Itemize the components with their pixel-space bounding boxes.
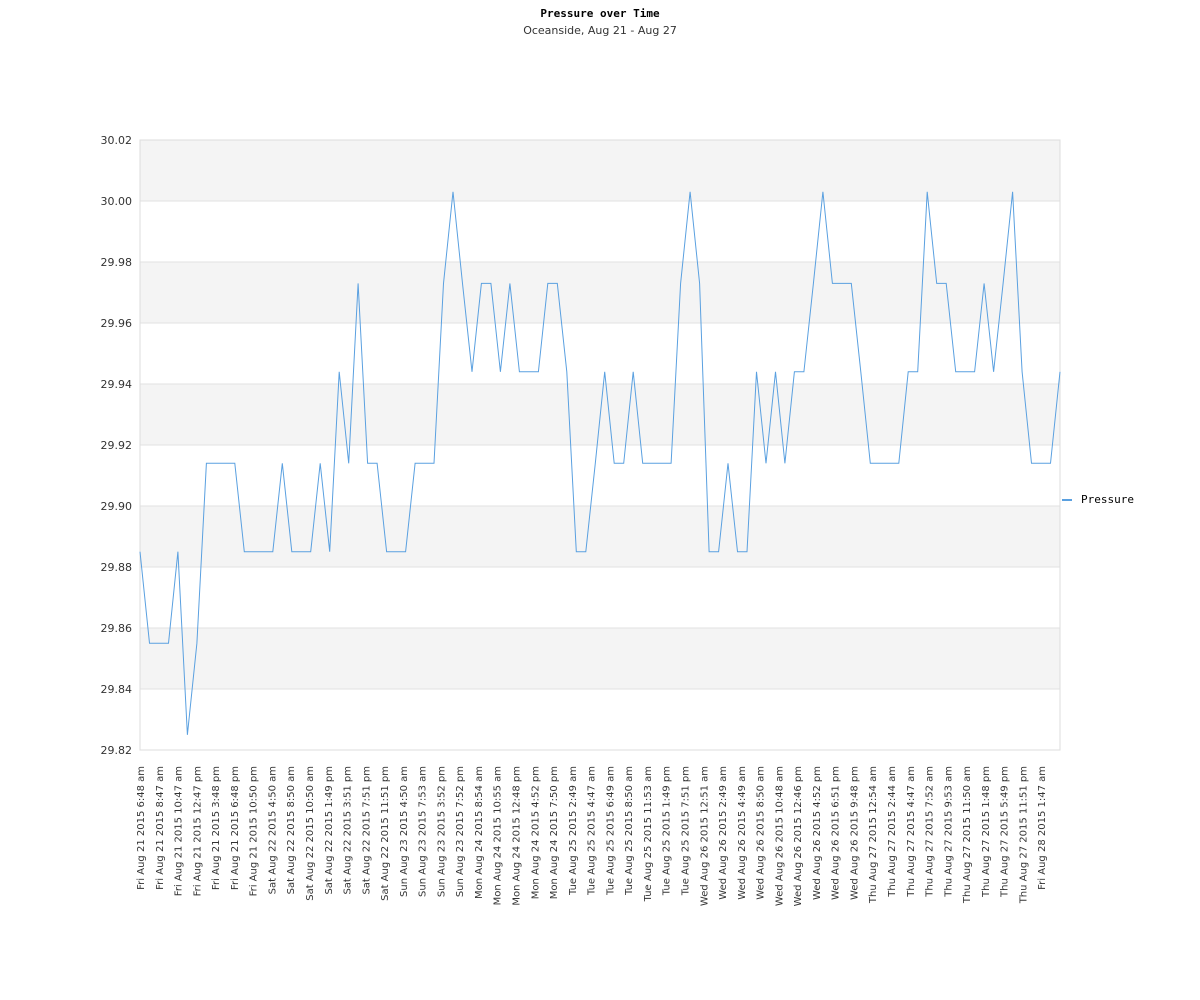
x-tick-label: Thu Aug 27 2015 9:53 am — [943, 766, 954, 898]
series-line-pressure — [139, 191, 1061, 735]
x-tick-label: Wed Aug 26 2015 4:49 am — [737, 766, 748, 900]
y-tick-label: 29.82 — [101, 744, 133, 757]
x-tick-label: Mon Aug 24 2015 4:52 pm — [530, 766, 541, 899]
y-tick-label: 30.02 — [101, 134, 133, 147]
x-tick-label: Tue Aug 25 2015 11:53 am — [643, 766, 654, 902]
x-tick-label: Mon Aug 24 2015 8:54 am — [474, 766, 485, 899]
grid-band — [140, 140, 1060, 201]
y-tick-label: 30.00 — [101, 195, 133, 208]
x-tick-label: Tue Aug 25 2015 2:49 am — [568, 766, 579, 896]
x-tick-label: Sat Aug 22 2015 1:49 pm — [324, 766, 335, 895]
x-tick-label: Fri Aug 21 2015 6:48 pm — [230, 766, 241, 890]
x-tick-label: Tue Aug 25 2015 4:47 am — [587, 766, 598, 896]
x-tick-label: Fri Aug 21 2015 3:48 pm — [211, 766, 222, 890]
x-tick-label: Fri Aug 21 2015 10:47 am — [174, 766, 185, 896]
x-tick-label: Fri Aug 21 2015 10:50 pm — [249, 766, 260, 896]
y-tick-label: 29.96 — [101, 317, 133, 330]
x-tick-label: Sun Aug 23 2015 7:52 pm — [455, 766, 466, 897]
legend-label-pressure: Pressure — [1081, 493, 1134, 506]
plot-frame — [139, 139, 1061, 751]
x-tick-label: Tue Aug 25 2015 1:49 pm — [662, 766, 673, 896]
y-tick-label: 29.98 — [101, 256, 133, 269]
y-tick-label: 29.90 — [101, 500, 133, 513]
x-tick-label: Sat Aug 22 2015 7:51 pm — [361, 766, 372, 895]
x-tick-label: Sat Aug 22 2015 10:50 am — [305, 766, 316, 901]
grid-bands — [140, 140, 1060, 689]
x-tick-label: Thu Aug 27 2015 12:54 am — [868, 766, 879, 904]
x-tick-label: Sat Aug 22 2015 3:51 pm — [343, 766, 354, 895]
x-tick-label: Sat Aug 22 2015 11:51 pm — [380, 766, 391, 901]
x-tick-label: Thu Aug 27 2015 7:52 am — [925, 766, 936, 898]
x-tick-label: Fri Aug 21 2015 8:47 am — [155, 766, 166, 890]
grid-band — [140, 506, 1060, 567]
x-tick-label: Wed Aug 26 2015 9:48 pm — [850, 766, 861, 900]
y-tick-label: 29.86 — [101, 622, 133, 635]
x-tick-label: Sat Aug 22 2015 8:50 am — [286, 766, 297, 894]
legend: Pressure — [1062, 493, 1134, 506]
x-tick-label: Sun Aug 23 2015 4:50 am — [399, 766, 410, 897]
x-tick-label: Sat Aug 22 2015 4:50 am — [267, 766, 278, 894]
x-tick-label: Thu Aug 27 2015 2:44 am — [887, 766, 898, 898]
grid-band — [140, 262, 1060, 323]
y-tick-label: 29.92 — [101, 439, 133, 452]
x-tick-label: Wed Aug 26 2015 6:51 pm — [831, 766, 842, 900]
x-tick-label: Wed Aug 26 2015 4:52 pm — [812, 766, 823, 900]
x-tick-label: Sun Aug 23 2015 3:52 pm — [436, 766, 447, 897]
x-tick-label: Wed Aug 26 2015 12:51 am — [699, 766, 710, 906]
y-tick-label: 29.88 — [101, 561, 133, 574]
x-tick-label: Fri Aug 21 2015 6:48 am — [136, 766, 147, 890]
x-tick-label: Mon Aug 24 2015 7:50 pm — [549, 766, 560, 899]
x-tick-label: Fri Aug 21 2015 12:47 pm — [192, 766, 203, 896]
x-tick-label: Wed Aug 26 2015 10:48 am — [774, 766, 785, 906]
grid-lines — [140, 139, 1060, 751]
x-tick-label: Sun Aug 23 2015 7:53 am — [418, 766, 429, 897]
chart-subtitle: Oceanside, Aug 21 - Aug 27 — [523, 24, 677, 37]
x-axis-ticks: Fri Aug 21 2015 6:48 am Fri Aug 21 2015 8… — [136, 766, 1048, 906]
x-tick-label: Tue Aug 25 2015 6:49 am — [605, 766, 616, 896]
x-tick-label: Tue Aug 25 2015 7:51 pm — [681, 766, 692, 896]
y-tick-label: 29.84 — [101, 683, 133, 696]
x-tick-label: Thu Aug 27 2015 1:48 pm — [981, 766, 992, 898]
x-tick-label: Wed Aug 26 2015 12:46 pm — [793, 766, 804, 906]
y-axis-ticks: 30.02 30.00 29.98 29.96 29.94 29.92 29.90 29.88… — [101, 134, 133, 757]
x-tick-label: Thu Aug 27 2015 4:47 am — [906, 766, 917, 898]
x-tick-label: Thu Aug 27 2015 11:50 am — [962, 766, 973, 904]
x-tick-label: Thu Aug 27 2015 11:51 pm — [1018, 766, 1029, 904]
x-tick-label: Thu Aug 27 2015 5:49 pm — [1000, 766, 1011, 898]
x-tick-label: Wed Aug 26 2015 8:50 am — [756, 766, 767, 900]
x-tick-label: Mon Aug 24 2015 12:48 pm — [512, 766, 523, 906]
x-tick-label: Fri Aug 28 2015 1:47 am — [1037, 766, 1048, 890]
x-tick-label: Wed Aug 26 2015 2:49 am — [718, 766, 729, 900]
x-tick-label: Tue Aug 25 2015 8:50 am — [624, 766, 635, 896]
grid-band — [140, 628, 1060, 689]
y-tick-label: 29.94 — [101, 378, 133, 391]
chart-title: Pressure over Time — [540, 7, 660, 20]
series-lines — [139, 191, 1061, 735]
x-tick-label: Mon Aug 24 2015 10:55 am — [493, 766, 504, 905]
